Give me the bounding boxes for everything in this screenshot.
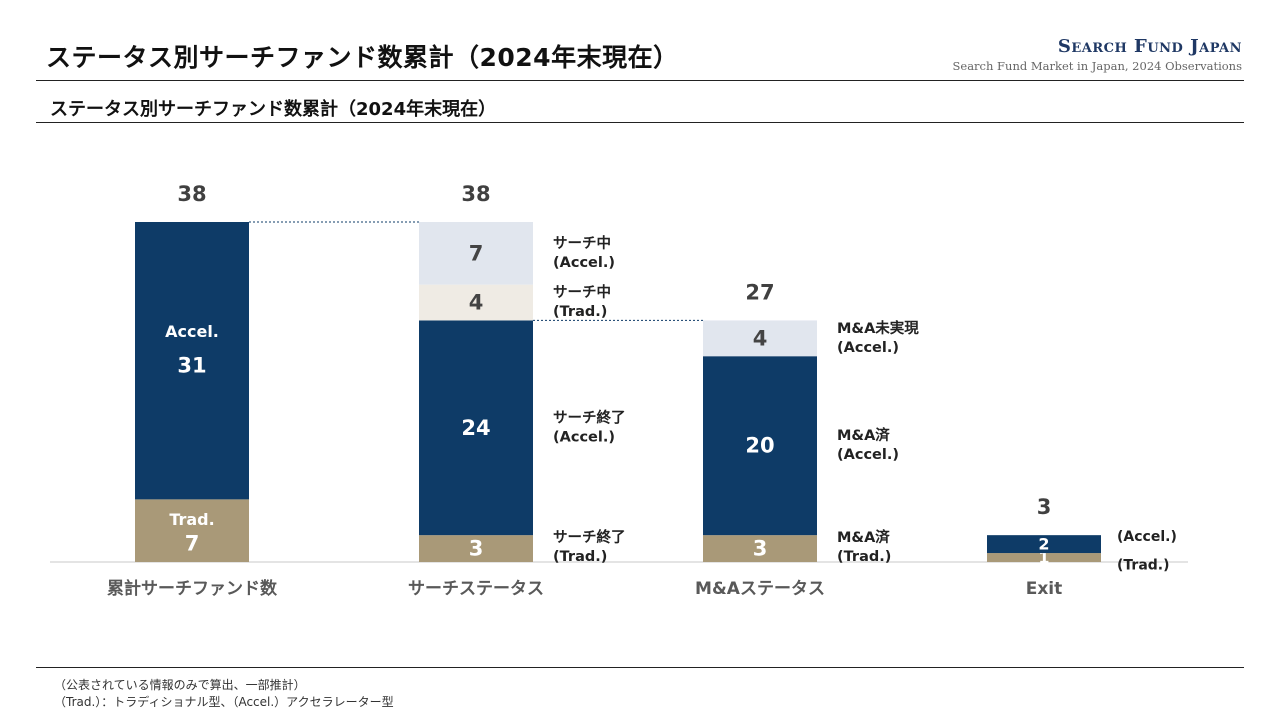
footnote: （公表されている情報のみで算出、一部推計） <box>54 678 306 692</box>
segment-value-label: 4 <box>753 326 768 350</box>
segment-side-label: M&A済 <box>837 426 890 444</box>
segment-value-label: 4 <box>469 291 484 315</box>
footer-divider <box>36 667 1244 668</box>
segment-value-label: 1 <box>1038 548 1049 567</box>
segment-side-label: サーチ中 <box>553 234 611 252</box>
segment-value-label: 2 <box>1038 535 1049 554</box>
segment-value-label: 31 <box>177 354 206 378</box>
brand-logo: Search Fund Japan Search Fund Market in … <box>953 36 1242 73</box>
chart-subtitle: ステータス別サーチファンド数累計（2024年末現在） <box>50 99 497 120</box>
bar-segment <box>419 320 533 536</box>
x-tick-label: Exit <box>1026 579 1063 599</box>
total-label: 38 <box>461 182 490 206</box>
segment-category-label: Accel. <box>165 322 219 341</box>
segment-category-label: Trad. <box>169 510 214 529</box>
segment-value-label: 3 <box>469 537 484 561</box>
bar-segment <box>419 222 533 285</box>
brand-tagline: Search Fund Market in Japan, 2024 Observ… <box>952 59 1242 73</box>
segment-side-label: (Trad.) <box>553 549 607 565</box>
bar-segment <box>135 222 249 500</box>
brand-name: Search Fund Japan <box>1057 36 1242 57</box>
total-label: 27 <box>745 280 774 304</box>
page-title: ステータス別サーチファンド数累計（2024年末現在） <box>46 43 679 72</box>
segment-side-label: (Trad.) <box>553 304 607 320</box>
segment-side-label: (Accel.) <box>553 429 615 445</box>
segment-value-label: 20 <box>745 434 774 458</box>
segment-side-label: (Trad.) <box>1117 558 1170 574</box>
x-tick-label: M&Aステータス <box>695 579 825 599</box>
segment-side-label: M&A未実現 <box>837 319 919 337</box>
segment-value-label: 7 <box>469 241 484 265</box>
x-tick-label: 累計サーチファンド数 <box>107 578 278 599</box>
segment-side-label: サーチ終了 <box>553 408 626 426</box>
bar-segment <box>987 535 1101 554</box>
segment-value-label: 3 <box>753 537 768 561</box>
segment-value-label: 24 <box>461 416 490 440</box>
segment-side-label: (Accel.) <box>837 447 899 463</box>
bar-segment <box>703 535 817 562</box>
segment-side-label: (Accel.) <box>1117 529 1177 545</box>
bar-segment <box>419 284 533 321</box>
segment-side-label: (Trad.) <box>837 549 891 565</box>
segment-side-label: (Accel.) <box>553 255 615 271</box>
segment-side-label: M&A済 <box>837 528 890 546</box>
segment-side-label: (Accel.) <box>837 340 899 356</box>
total-label: 38 <box>177 182 206 206</box>
bar-segment <box>987 553 1101 562</box>
bar-segment <box>419 535 533 562</box>
subtitle-divider <box>36 122 1244 123</box>
footnote: （Trad.）：トラディショナル型、（Accel.）アクセラレーター型 <box>54 695 394 709</box>
x-tick-label: サーチステータス <box>408 579 544 599</box>
footnotes: （公表されている情報のみで算出、一部推計） （Trad.）：トラディショナル型、… <box>54 677 394 711</box>
header-divider <box>36 80 1244 81</box>
segment-side-label: サーチ終了 <box>553 528 626 546</box>
segment-value-label: 7 <box>185 532 200 556</box>
bar-segment <box>135 499 249 562</box>
bar-segment <box>703 320 817 357</box>
total-label: 3 <box>1037 495 1052 519</box>
bar-segment <box>703 356 817 536</box>
segment-side-label: サーチ中 <box>553 283 611 301</box>
